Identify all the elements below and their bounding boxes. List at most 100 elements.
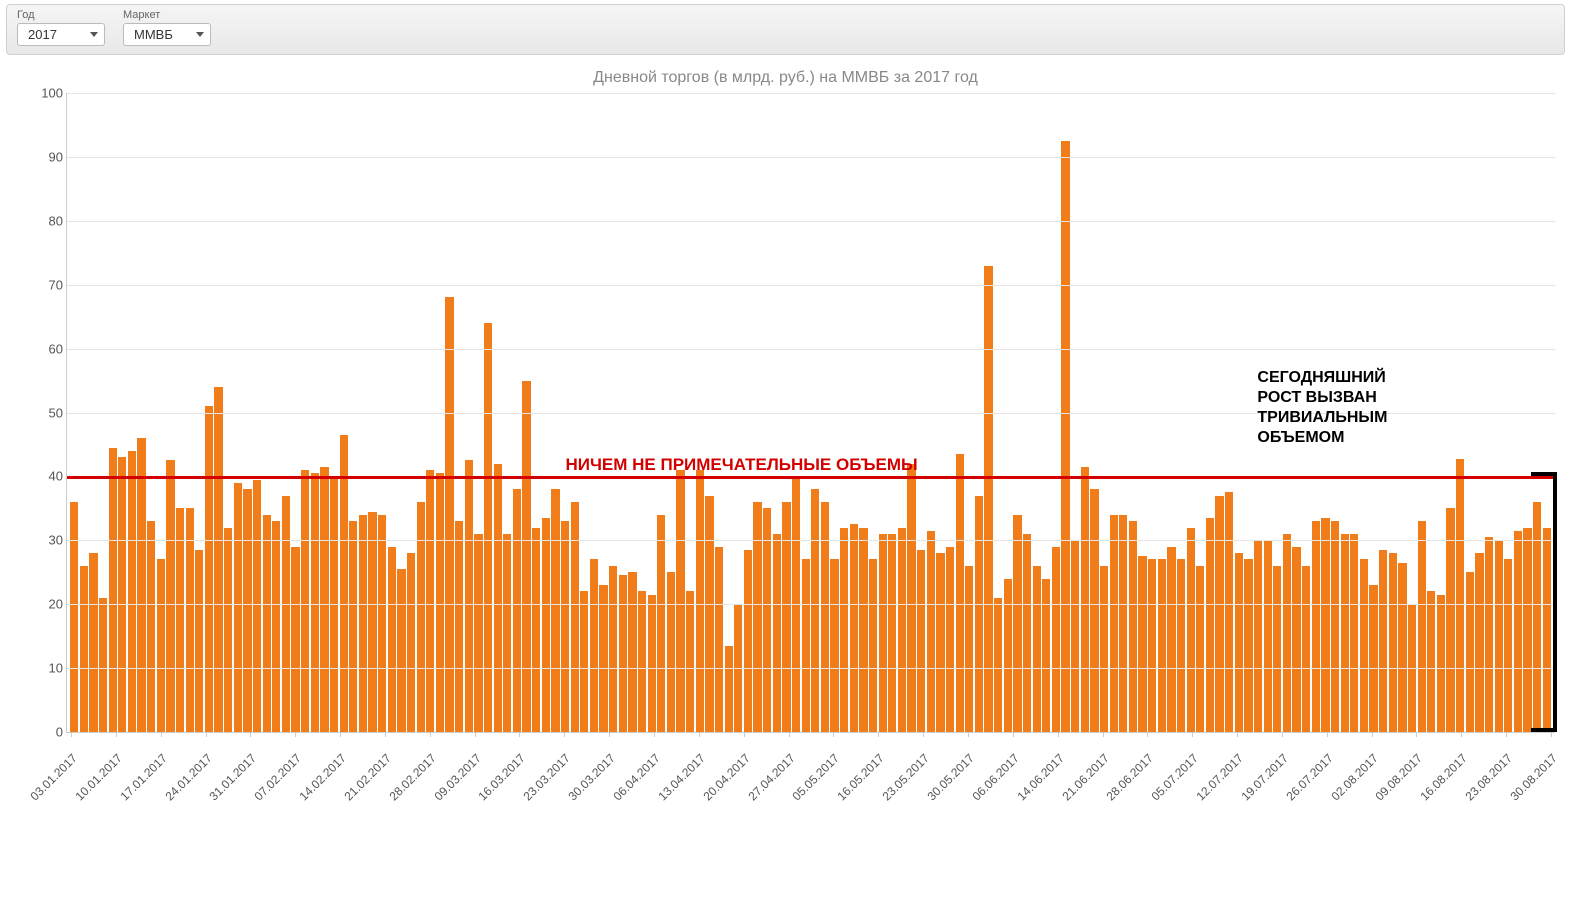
- chart-bar[interactable]: [340, 435, 348, 732]
- chart-bar[interactable]: [1023, 534, 1031, 732]
- chart-bar[interactable]: [186, 508, 194, 732]
- chart-bar[interactable]: [349, 521, 357, 732]
- chart-bar[interactable]: [1331, 521, 1339, 732]
- chart-bar[interactable]: [1081, 467, 1089, 732]
- chart-bar[interactable]: [590, 559, 598, 732]
- chart-bar[interactable]: [1110, 515, 1118, 732]
- chart-bar[interactable]: [224, 528, 232, 732]
- chart-bar[interactable]: [455, 521, 463, 732]
- chart-bar[interactable]: [465, 460, 473, 732]
- chart-bar[interactable]: [907, 464, 915, 732]
- chart-bar[interactable]: [561, 521, 569, 732]
- chart-bar[interactable]: [1042, 579, 1050, 732]
- chart-bar[interactable]: [205, 406, 213, 732]
- chart-bar[interactable]: [513, 489, 521, 732]
- chart-bar[interactable]: [965, 566, 973, 732]
- chart-bar[interactable]: [1312, 521, 1320, 732]
- chart-bar[interactable]: [1052, 547, 1060, 732]
- chart-bar[interactable]: [763, 508, 771, 732]
- chart-bar[interactable]: [609, 566, 617, 732]
- chart-bar[interactable]: [1446, 508, 1454, 732]
- chart-bar[interactable]: [1292, 547, 1300, 732]
- chart-bar[interactable]: [1341, 534, 1349, 732]
- chart-bar[interactable]: [1350, 534, 1358, 732]
- chart-bar[interactable]: [657, 515, 665, 732]
- chart-bar[interactable]: [1187, 528, 1195, 732]
- chart-bar[interactable]: [1302, 566, 1310, 732]
- chart-bar[interactable]: [1379, 550, 1387, 732]
- chart-bar[interactable]: [166, 460, 174, 732]
- chart-bar[interactable]: [667, 572, 675, 732]
- chart-bar[interactable]: [1427, 591, 1435, 732]
- chart-bar[interactable]: [522, 381, 530, 732]
- chart-bar[interactable]: [282, 496, 290, 732]
- chart-bar[interactable]: [70, 502, 78, 732]
- chart-bar[interactable]: [782, 502, 790, 732]
- chart-bar[interactable]: [946, 547, 954, 732]
- year-dropdown[interactable]: 2017: [17, 23, 105, 46]
- chart-bar[interactable]: [1360, 559, 1368, 732]
- chart-bar[interactable]: [619, 575, 627, 732]
- chart-bar[interactable]: [917, 550, 925, 732]
- chart-bar[interactable]: [1215, 496, 1223, 732]
- chart-bar[interactable]: [744, 550, 752, 732]
- chart-bar[interactable]: [484, 323, 492, 732]
- chart-bar[interactable]: [725, 646, 733, 732]
- chart-bar[interactable]: [1369, 585, 1377, 732]
- chart-bar[interactable]: [195, 550, 203, 732]
- chart-bar[interactable]: [445, 297, 453, 732]
- chart-bar[interactable]: [1206, 518, 1214, 732]
- chart-bar[interactable]: [272, 521, 280, 732]
- chart-bar[interactable]: [859, 528, 867, 732]
- chart-bar[interactable]: [388, 547, 396, 732]
- chart-bar[interactable]: [1033, 566, 1041, 732]
- chart-bar[interactable]: [417, 502, 425, 732]
- chart-bar[interactable]: [1244, 559, 1252, 732]
- chart-bar[interactable]: [879, 534, 887, 732]
- chart-bar[interactable]: [551, 489, 559, 732]
- chart-bar[interactable]: [898, 528, 906, 732]
- chart-bar[interactable]: [243, 489, 251, 732]
- chart-bar[interactable]: [580, 591, 588, 732]
- chart-bar[interactable]: [1456, 459, 1464, 732]
- chart-bar[interactable]: [753, 502, 761, 732]
- chart-bar[interactable]: [214, 387, 222, 732]
- chart-bar[interactable]: [109, 448, 117, 732]
- chart-bar[interactable]: [773, 534, 781, 732]
- chart-bar[interactable]: [869, 559, 877, 732]
- chart-bar[interactable]: [99, 598, 107, 732]
- chart-bar[interactable]: [1495, 540, 1503, 732]
- chart-bar[interactable]: [1225, 492, 1233, 732]
- chart-bar[interactable]: [128, 451, 136, 732]
- chart-bar[interactable]: [359, 515, 367, 732]
- chart-bar[interactable]: [1321, 518, 1329, 732]
- chart-bar[interactable]: [1061, 141, 1069, 732]
- chart-bar[interactable]: [118, 457, 126, 732]
- chart-bar[interactable]: [975, 496, 983, 732]
- chart-bar[interactable]: [263, 515, 271, 732]
- chart-bar[interactable]: [1129, 521, 1137, 732]
- chart-bar[interactable]: [1437, 595, 1445, 732]
- chart-bar[interactable]: [1485, 537, 1493, 732]
- chart-bar[interactable]: [686, 591, 694, 732]
- chart-bar[interactable]: [1254, 540, 1262, 732]
- chart-bar[interactable]: [1119, 515, 1127, 732]
- chart-bar[interactable]: [1466, 572, 1474, 732]
- chart-bar[interactable]: [1100, 566, 1108, 732]
- chart-bar[interactable]: [1196, 566, 1204, 732]
- chart-bar[interactable]: [176, 508, 184, 732]
- chart-bar[interactable]: [676, 470, 684, 732]
- chart-bar[interactable]: [494, 464, 502, 732]
- chart-bar[interactable]: [474, 534, 482, 732]
- chart-bar[interactable]: [1514, 531, 1522, 732]
- chart-bar[interactable]: [850, 524, 858, 732]
- chart-bar[interactable]: [1148, 559, 1156, 732]
- chart-bar[interactable]: [1177, 559, 1185, 732]
- market-dropdown[interactable]: ММВБ: [123, 23, 211, 46]
- chart-bar[interactable]: [571, 502, 579, 732]
- chart-bar[interactable]: [234, 483, 242, 732]
- chart-bar[interactable]: [1283, 534, 1291, 732]
- chart-bar[interactable]: [840, 528, 848, 732]
- chart-bar[interactable]: [984, 266, 992, 732]
- chart-bar[interactable]: [368, 512, 376, 732]
